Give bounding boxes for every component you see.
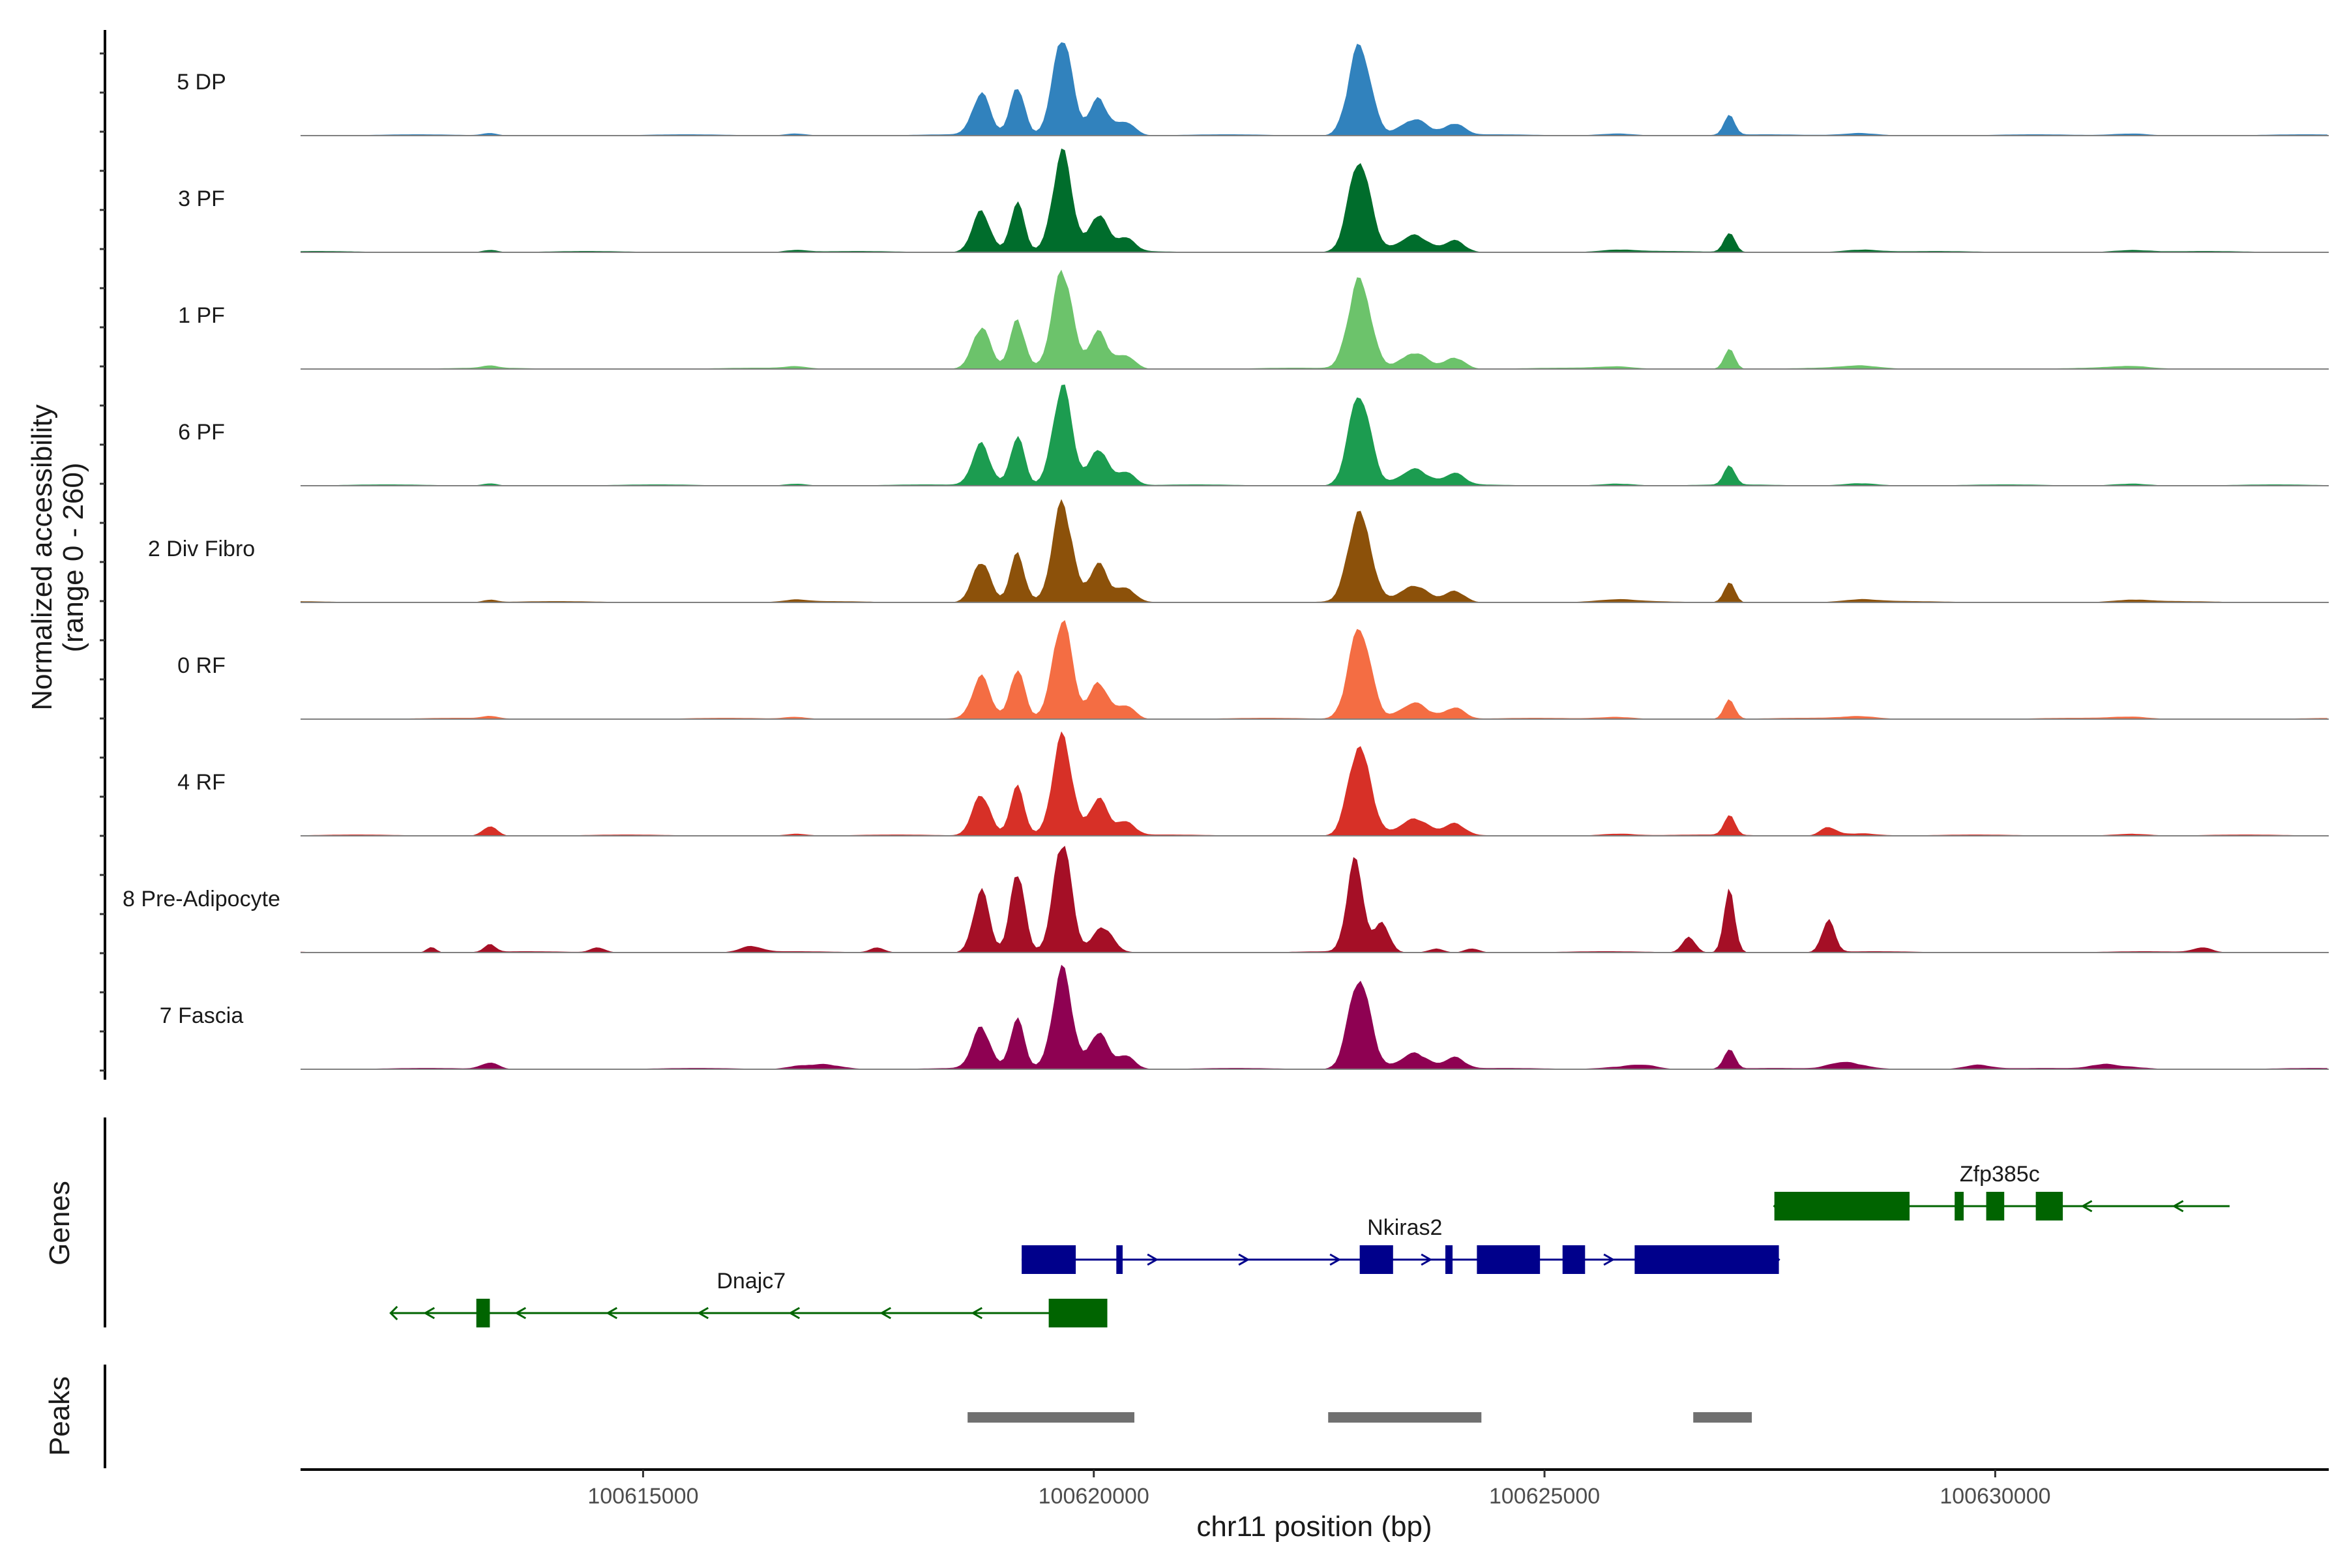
x-tick-label: 100620000 xyxy=(1039,1484,1149,1509)
x-axis: 100615000 100620000 100625000 100630000 chr… xyxy=(301,1468,2329,1543)
strand-arrow xyxy=(2080,1200,2093,1213)
gene-exon xyxy=(1477,1245,1541,1274)
strand-arrow xyxy=(1603,1253,1616,1266)
track-5-dp: 5 DP xyxy=(177,42,2329,136)
peaks-panel: Peaks xyxy=(44,1365,1752,1468)
gene-exon xyxy=(1359,1245,1393,1274)
coverage-area-5-dp xyxy=(301,42,2329,136)
x-tick-label: 100615000 xyxy=(587,1484,698,1509)
strand-arrow xyxy=(1147,1253,1159,1266)
track-0-rf: 0 RF xyxy=(177,620,2329,720)
gene-exon xyxy=(1986,1192,2005,1220)
track-label-4-rf: 4 RF xyxy=(177,770,226,795)
gene-label-zfp385c: Zfp385c xyxy=(1960,1162,2040,1187)
track-8-pre-adipocyte: 8 Pre-Adipocyte xyxy=(123,846,2329,953)
track-label-5-dp: 5 DP xyxy=(177,70,226,95)
gene-exon xyxy=(1116,1245,1123,1274)
gene-exon xyxy=(476,1299,490,1327)
peak-bar xyxy=(1693,1412,1752,1423)
gene-label-dnajc7: Dnajc7 xyxy=(716,1269,786,1294)
x-axis-title: chr11 position (bp) xyxy=(1196,1511,1432,1543)
gene-exon xyxy=(1022,1245,1076,1274)
strand-arrow xyxy=(971,1307,983,1320)
coverage-area-4-rf xyxy=(301,731,2329,836)
strand-arrow xyxy=(2172,1200,2184,1213)
strand-arrow-end xyxy=(389,1305,398,1321)
peak-bar xyxy=(967,1412,1134,1423)
track-3-pf: 3 PF xyxy=(178,148,2329,253)
x-axis-ticks: 100615000 100620000 100625000 100630000 xyxy=(587,1470,2051,1509)
strand-arrow xyxy=(1329,1253,1342,1266)
gene-exon xyxy=(1774,1192,1910,1220)
track-7-fascia: 7 Fascia xyxy=(160,964,2329,1070)
track-label-0-rf: 0 RF xyxy=(177,653,226,678)
coverage-area-1-pf xyxy=(301,269,2329,369)
track-label-7-fascia: 7 Fascia xyxy=(160,1003,244,1028)
x-tick-label: 100630000 xyxy=(1940,1484,2050,1509)
y-axis-title-line2: (range 0 - 260) xyxy=(57,462,89,652)
coverage-area-7-fascia xyxy=(301,964,2329,1069)
strand-arrow xyxy=(606,1307,618,1320)
coverage-area-0-rf xyxy=(301,620,2329,719)
gene-exon xyxy=(1445,1245,1453,1274)
track-label-3-pf: 3 PF xyxy=(178,186,225,211)
coverage-area-8-pre-adipocyte xyxy=(301,846,2329,953)
track-label-8-pre-adipocyte: 8 Pre-Adipocyte xyxy=(123,887,280,911)
track-label-2-div-fibro: 2 Div Fibro xyxy=(148,537,255,561)
strand-arrow xyxy=(697,1307,709,1320)
genes-panel-title: Genes xyxy=(44,1181,76,1265)
coverage-area-3-pf xyxy=(301,148,2329,252)
peaks-panel-title: Peaks xyxy=(44,1376,76,1456)
strand-arrow xyxy=(514,1307,527,1320)
track-1-pf: 1 PF xyxy=(178,269,2329,370)
genes-panel: Genes Zfp385c Nkiras2 Dnajc7 xyxy=(44,1117,2230,1327)
gene-nkiras2: Nkiras2 xyxy=(1022,1215,1780,1274)
peak-bar xyxy=(1328,1412,1482,1423)
gene-exon xyxy=(1048,1299,1108,1327)
track-label-1-pf: 1 PF xyxy=(178,303,225,328)
strand-arrow xyxy=(879,1307,892,1320)
gene-label-nkiras2: Nkiras2 xyxy=(1367,1215,1442,1240)
gene-exon xyxy=(2035,1192,2063,1220)
gene-dnajc7: Dnajc7 xyxy=(389,1269,1108,1327)
y-axis-ticks xyxy=(100,52,105,1072)
coverage-area-2-div-fibro xyxy=(301,499,2329,602)
gene-exon xyxy=(1562,1245,1586,1274)
y-axis-title-line1: Normalized accessibility xyxy=(26,404,58,710)
strand-arrow xyxy=(423,1307,435,1320)
strand-arrow xyxy=(1421,1253,1433,1266)
track-2-div-fibro: 2 Div Fibro xyxy=(148,499,2329,603)
track-label-6-pf: 6 PF xyxy=(178,420,225,445)
strand-arrow xyxy=(1238,1253,1250,1266)
gene-exon xyxy=(1634,1245,1779,1274)
gene-exon xyxy=(1955,1192,1964,1220)
track-4-rf: 4 RF xyxy=(177,731,2329,836)
gene-zfp385c: Zfp385c xyxy=(1773,1162,2230,1220)
coverage-area-6-pf xyxy=(301,384,2329,486)
accessibility-tracks: 5 DP 3 PF 1 PF 6 PF 2 Div Fibro 0 RF 4 RF 8 Pre… xyxy=(123,42,2329,1070)
strand-arrow xyxy=(788,1307,801,1320)
y-axis: Normalized accessibility (range 0 - 260) xyxy=(26,30,106,1080)
track-6-pf: 6 PF xyxy=(178,384,2329,486)
x-tick-label: 100625000 xyxy=(1489,1484,1600,1509)
